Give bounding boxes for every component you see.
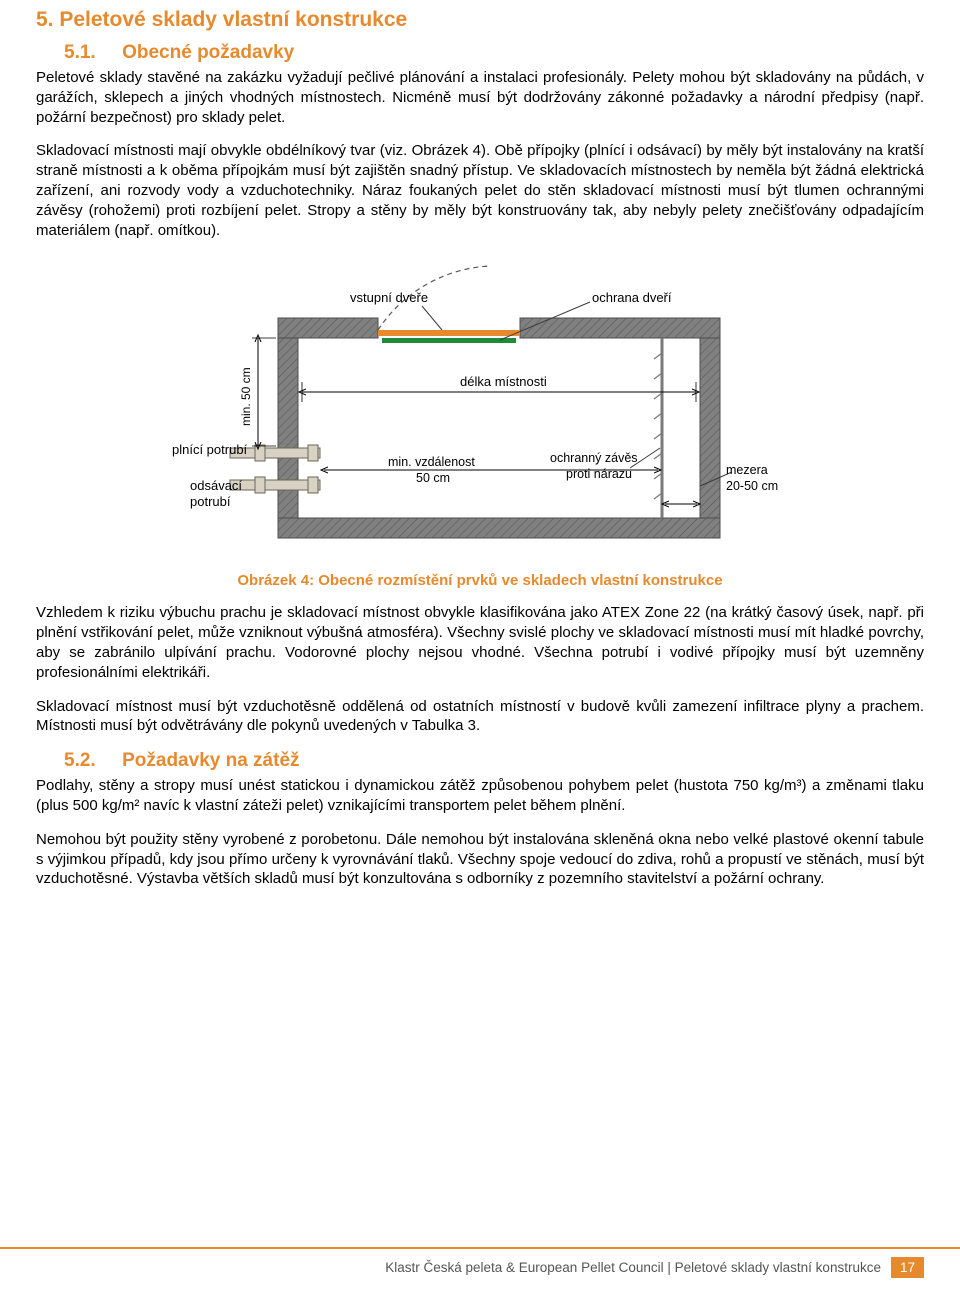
page-footer: Klastr Česká peleta & European Pellet Co…: [0, 1247, 960, 1278]
page-number: 17: [891, 1257, 924, 1278]
door-panel: [382, 338, 516, 343]
paragraph-3: Vzhledem k riziku výbuchu prachu je skla…: [36, 603, 924, 682]
label-mezera-2: 20-50 cm: [726, 479, 778, 493]
label-zaves-2: proti nárazu: [566, 467, 632, 481]
subsection-number: 5.2.: [64, 750, 96, 771]
label-odsavaci-2: potrubí: [190, 494, 231, 509]
subsection-5-1: 5.1. Obecné požadavky: [64, 42, 924, 64]
footer-text: Klastr Česká peleta & European Pellet Co…: [385, 1260, 881, 1275]
label-min-50: min. 50 cm: [239, 368, 253, 427]
label-plnici: plnící potrubí: [172, 442, 248, 457]
paragraph-4: Skladovací místnost musí být vzduchotěsn…: [36, 697, 924, 737]
footer-rule: [0, 1247, 960, 1249]
label-vstupni-dvere: vstupní dveře: [350, 290, 428, 305]
subsection-number: 5.1.: [64, 42, 96, 63]
section-number: 5.: [36, 8, 54, 31]
paragraph-5: Podlahy, stěny a stropy musí unést stati…: [36, 776, 924, 816]
label-min-vzd-1: min. vzdálenost: [388, 455, 475, 469]
paragraph-6: Nemohou být použity stěny vyrobené z por…: [36, 830, 924, 889]
label-delka: délka místnosti: [460, 374, 547, 389]
section-title-text: Peletové sklady vlastní konstrukce: [59, 8, 407, 31]
door-lintel: [378, 330, 520, 336]
subsection-5-2: 5.2. Požadavky na zátěž: [64, 750, 924, 772]
label-min-vzd-2: 50 cm: [416, 471, 450, 485]
subsection-title-text: Požadavky na zátěž: [122, 750, 299, 771]
label-zaves-1: ochranný závěs: [550, 451, 638, 465]
label-mezera-1: mezera: [726, 463, 768, 477]
figure-caption: Obrázek 4: Obecné rozmístění prvků ve sk…: [237, 572, 722, 589]
paragraph-2: Skladovací místnosti mají obvykle obdéln…: [36, 141, 924, 240]
section-heading: 5. Peletové sklady vlastní konstrukce: [36, 8, 924, 32]
label-odsavaci-1: odsávací: [190, 478, 242, 493]
suction-pipe: [230, 477, 320, 493]
figure-4: vstupní dveře ochrana dveří: [36, 258, 924, 589]
paragraph-1: Peletové sklady stavěné na zakázku vyžad…: [36, 68, 924, 127]
label-ochrana-dveri: ochrana dveří: [592, 290, 672, 305]
diagram-svg: vstupní dveře ochrana dveří: [160, 258, 800, 558]
subsection-title-text: Obecné požadavky: [122, 42, 294, 63]
